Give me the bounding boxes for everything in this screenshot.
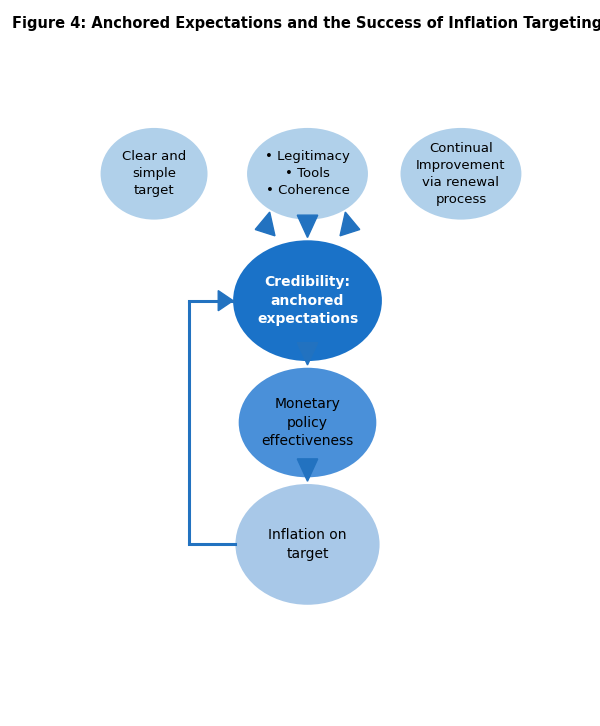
Polygon shape xyxy=(297,459,318,481)
Text: Continual
Improvement
via renewal
process: Continual Improvement via renewal proces… xyxy=(416,142,506,205)
Text: • Legitimacy
• Tools
• Coherence: • Legitimacy • Tools • Coherence xyxy=(265,150,350,197)
Ellipse shape xyxy=(101,128,208,219)
Polygon shape xyxy=(297,215,318,237)
Text: Clear and
simple
target: Clear and simple target xyxy=(122,150,186,197)
Ellipse shape xyxy=(239,368,376,477)
Text: Monetary
policy
effectiveness: Monetary policy effectiveness xyxy=(262,397,353,448)
Ellipse shape xyxy=(235,484,380,605)
Ellipse shape xyxy=(233,240,382,361)
Polygon shape xyxy=(255,212,275,236)
Text: Figure 4: Anchored Expectations and the Success of Inflation Targeting: Figure 4: Anchored Expectations and the … xyxy=(12,16,600,31)
Polygon shape xyxy=(218,290,233,311)
Text: Credibility:
anchored
expectations: Credibility: anchored expectations xyxy=(257,275,358,326)
Ellipse shape xyxy=(401,128,521,219)
Polygon shape xyxy=(297,343,318,365)
Text: Inflation on
target: Inflation on target xyxy=(268,529,347,560)
Polygon shape xyxy=(340,212,360,236)
Ellipse shape xyxy=(247,128,368,219)
